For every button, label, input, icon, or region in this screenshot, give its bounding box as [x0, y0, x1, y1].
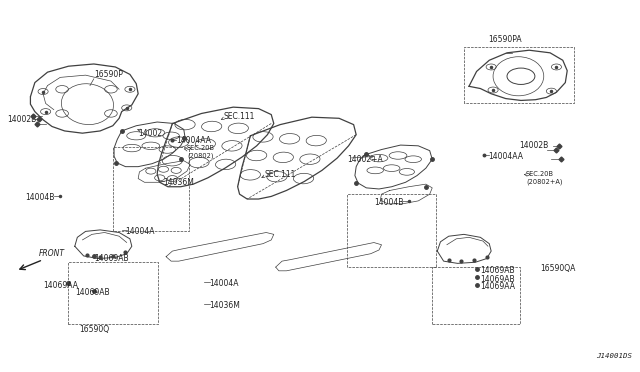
Text: 14036M: 14036M	[163, 178, 195, 187]
Text: 14004B: 14004B	[374, 198, 403, 207]
Text: 14004AA: 14004AA	[488, 152, 523, 161]
Text: 14004B: 14004B	[26, 193, 55, 202]
Text: 16590P: 16590P	[94, 70, 123, 79]
Text: 14004AA: 14004AA	[176, 136, 211, 145]
Text: FRONT: FRONT	[39, 249, 65, 258]
Text: 14069AB: 14069AB	[481, 275, 515, 283]
Text: 14069AB: 14069AB	[481, 266, 515, 275]
Text: 14002B: 14002B	[520, 141, 549, 150]
Text: 14002B: 14002B	[8, 115, 37, 124]
Text: 16590Q: 16590Q	[79, 325, 109, 334]
Text: J14001DS: J14001DS	[596, 353, 632, 359]
Text: 14069AA: 14069AA	[481, 282, 515, 291]
Text: SEC.111: SEC.111	[223, 112, 255, 121]
Text: SEC.20B
(20802): SEC.20B (20802)	[187, 145, 215, 158]
Text: 14004A: 14004A	[125, 227, 155, 236]
Text: 14069AB: 14069AB	[75, 288, 109, 296]
Text: 16590QA: 16590QA	[540, 264, 575, 273]
Text: 14069AB: 14069AB	[94, 254, 129, 263]
Text: 14002: 14002	[138, 129, 163, 138]
Text: SEC.111: SEC.111	[265, 170, 296, 179]
Text: 14069AA: 14069AA	[43, 281, 78, 290]
Text: SEC.20B
(20802+A): SEC.20B (20802+A)	[526, 171, 563, 185]
Text: 14004A: 14004A	[209, 279, 239, 288]
Text: 14036M: 14036M	[209, 301, 240, 310]
Text: 16590PA: 16590PA	[488, 35, 522, 44]
Text: 14002+A: 14002+A	[348, 155, 383, 164]
